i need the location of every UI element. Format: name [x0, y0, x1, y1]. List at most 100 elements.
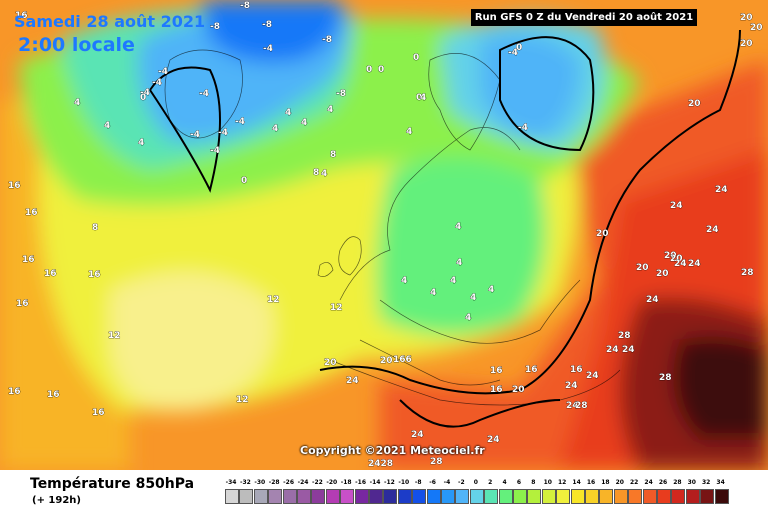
scale-label: 20: [615, 479, 624, 486]
map-label-mild: 12: [267, 295, 280, 305]
run-info: Run GFS 0 Z du Vendredi 20 août 2021: [474, 12, 694, 23]
scale-label: -26: [283, 479, 295, 486]
map-label-warm: 16: [22, 255, 35, 265]
map-label-hot: 24: [688, 259, 701, 269]
scale-label: 34: [716, 479, 725, 486]
coastline-scandinavia: [428, 53, 501, 151]
map-label-cool: 4: [488, 285, 494, 295]
scale-swatch: [714, 489, 729, 504]
map-label-cool: 4: [74, 98, 80, 108]
scale-swatch: [369, 489, 383, 504]
scale-label: -14: [369, 479, 381, 486]
forecast-range: (+ 192h): [32, 495, 81, 506]
map-label-cool: 4: [455, 222, 461, 232]
map-label-warm: 16: [92, 408, 105, 418]
scale-swatch: [570, 489, 585, 504]
isotherm-twenty: [319, 29, 741, 395]
map-label-warm: 16: [570, 365, 583, 375]
region-atlantic-mild: [110, 272, 274, 412]
scale-swatch: [642, 489, 657, 504]
map-label-cold: -4: [263, 44, 273, 54]
map-label-cool: 4: [327, 105, 333, 115]
map-label-cold: -8: [210, 22, 220, 32]
isotherm-zero-west: [149, 66, 221, 193]
region-cold-north: [200, 0, 342, 63]
map-label-hot: 20: [750, 23, 763, 33]
map-label-hot: 20: [656, 269, 669, 279]
map-label-hot: 20: [664, 251, 677, 261]
scale-label: -10: [398, 479, 410, 486]
map-label-warm: 16: [25, 208, 38, 218]
scale-label: 24: [644, 479, 653, 486]
scale-swatch: [354, 489, 369, 504]
scale-swatch: [657, 489, 671, 504]
scale-swatch: [297, 489, 311, 504]
scale-swatch: [685, 489, 700, 504]
scale-swatch: [455, 489, 470, 504]
map-label-hot: 20: [512, 385, 525, 395]
map-label-warm: 16: [8, 387, 21, 397]
map-label-cold: -4: [518, 123, 528, 133]
map-label-cool: 4: [420, 93, 426, 103]
map-label-cold: -8: [240, 1, 250, 11]
map-label-cold: -4: [190, 130, 200, 140]
scale-swatch: [340, 489, 355, 504]
map-label-cold: -4: [508, 48, 518, 58]
map-label-cold: -4: [199, 89, 209, 99]
map-label-warm: 16: [490, 366, 503, 376]
scale-swatch: [484, 489, 499, 504]
scale-label: -18: [340, 479, 352, 486]
map-label-cold: -4: [152, 78, 162, 88]
temperature-map: -8 -8 -8 -8 -8 -4 -4 -4 -4 -4 -4 -4 -4 -…: [0, 0, 768, 470]
map-label-hot: 2428: [368, 459, 393, 469]
map-label-hot: 24: [646, 295, 659, 305]
region-green-europe: [376, 157, 547, 335]
scale-label: 30: [687, 479, 696, 486]
scale-swatch: [585, 489, 599, 504]
scale-label: -12: [383, 479, 395, 486]
coastline-north-africa: [329, 359, 621, 406]
scale-label: 32: [702, 479, 711, 486]
map-label-warm: 16: [525, 365, 538, 375]
scale-label: 4: [502, 479, 507, 486]
scale-swatch: [613, 489, 628, 504]
scale-swatch: [527, 489, 542, 504]
scale-swatch: [469, 489, 484, 504]
scale-label: -16: [355, 479, 367, 486]
scale-swatch: [282, 489, 297, 504]
map-label-warm: 16: [15, 11, 28, 21]
scale-swatch: [383, 489, 398, 504]
map-label-warm: 16: [88, 270, 101, 280]
scale-label: 10: [543, 479, 552, 486]
map-label-cool: 4: [465, 313, 471, 323]
region-cold-east: [480, 33, 580, 141]
scale-swatch: [700, 489, 715, 504]
map-label-cold: -4: [158, 67, 168, 77]
map-label-neutral: 0: [413, 53, 419, 63]
map-label-cool: 4: [456, 258, 462, 268]
scale-label: -32: [239, 479, 251, 486]
map-label-cold: -4: [140, 88, 150, 98]
scale-swatch: [325, 489, 340, 504]
map-label-mild: 12: [330, 303, 343, 313]
map-label-cool: 4: [285, 108, 291, 118]
scale-label: 6: [516, 479, 522, 486]
map-label-warm: 16: [44, 269, 57, 279]
map-label-hot: 24: [346, 376, 359, 386]
map-label-hot: 28: [618, 331, 631, 341]
legend-footer: Température 850hPa (+ 192h) -34 -32 -30 -28…: [0, 470, 768, 512]
scale-swatch: [556, 489, 571, 504]
scale-label: -6: [429, 479, 436, 486]
map-label-cold: -8: [322, 35, 332, 45]
map-label-hot: 20: [596, 229, 609, 239]
map-label-cold: -4: [235, 117, 245, 127]
map-label-cold: -4: [218, 128, 228, 138]
scale-swatch: [268, 489, 283, 504]
region-hotspot-core: [673, 336, 768, 440]
map-label-cool: 4: [272, 124, 278, 134]
map-label-cool: 4: [138, 138, 144, 148]
scale-label: 2: [488, 479, 493, 486]
map-label-hot: 28: [575, 401, 588, 411]
scale-label: -8: [414, 479, 422, 486]
scale-swatch: [628, 489, 643, 504]
